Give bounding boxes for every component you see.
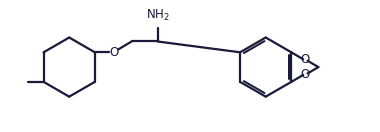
Text: O: O bbox=[109, 46, 118, 59]
Text: NH$_2$: NH$_2$ bbox=[146, 8, 169, 23]
Text: O: O bbox=[301, 53, 310, 67]
Text: O: O bbox=[301, 68, 310, 81]
